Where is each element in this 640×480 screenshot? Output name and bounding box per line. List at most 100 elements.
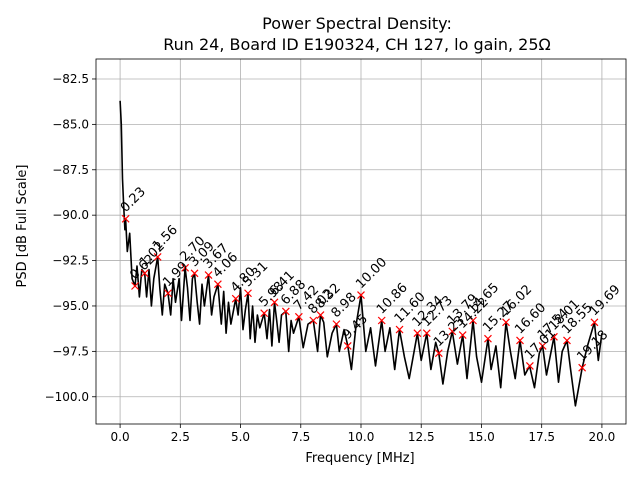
peak-marker-stroke: [343, 341, 352, 350]
peak-marker-stroke: [153, 253, 162, 261]
peak-marker: [458, 331, 467, 339]
peak-marker: [244, 289, 252, 298]
peak-marker: [413, 329, 422, 338]
peak-marker-stroke: [502, 318, 510, 327]
y-tick-label: −90.0: [52, 208, 89, 222]
peak-marker-stroke: [270, 298, 279, 307]
peak-marker-stroke: [357, 291, 365, 299]
y-tick-label: −82.5: [52, 72, 89, 86]
peak-marker: [190, 269, 199, 278]
peak-marker: [204, 271, 213, 280]
peak-marker-stroke: [244, 289, 252, 298]
peak-marker: [343, 341, 352, 350]
axes: 0.0 2.5 5.0 7.5 10.0 12.5 15.0 17.5 20.0 −100.0 −9…: [45, 58, 627, 444]
x-tick-label: 10.0: [348, 430, 375, 444]
x-tick-label: 20.0: [589, 430, 616, 444]
peak-marker: [153, 253, 162, 261]
peak-marker: [484, 334, 492, 343]
peak-markers: [121, 214, 599, 372]
peak-marker-stroke: [204, 271, 213, 280]
x-tick-label: 15.0: [468, 430, 495, 444]
x-tick-label: 0.0: [111, 430, 130, 444]
peak-marker: [164, 289, 172, 298]
peak-marker-stroke: [525, 361, 534, 370]
y-tick-label: −100.0: [45, 390, 89, 404]
y-tick-label: −85.0: [52, 117, 89, 131]
peak-marker: [550, 332, 558, 341]
peak-marker: [525, 361, 534, 370]
peak-marker-stroke: [484, 334, 492, 343]
peak-marker-stroke: [213, 280, 222, 289]
y-tick-label: −87.5: [52, 163, 89, 177]
peak-marker: [502, 318, 510, 327]
peak-marker: [516, 336, 524, 345]
peak-marker: [316, 311, 325, 319]
peak-marker: [538, 341, 547, 350]
peak-marker: [181, 263, 190, 272]
peak-marker: [131, 282, 139, 290]
peak-marker-stroke: [140, 269, 149, 278]
peak-marker: [578, 363, 587, 372]
peak-marker-stroke: [590, 318, 599, 327]
peak-marker: [270, 298, 279, 307]
x-tick-label: 5.0: [231, 430, 250, 444]
peak-marker: [469, 316, 477, 325]
y-tick-label: −92.5: [52, 254, 89, 268]
peak-marker-stroke: [181, 263, 190, 272]
peak-marker-stroke: [563, 336, 571, 345]
peak-marker-stroke: [332, 320, 341, 329]
grid: [96, 59, 626, 424]
peak-marker: [260, 309, 269, 318]
y-tick-label: −97.5: [52, 344, 89, 358]
peak-marker-stroke: [422, 329, 431, 338]
peak-label: 5.31: [240, 259, 271, 290]
peak-marker: [377, 316, 386, 325]
x-axis-label: Frequency [MHz]: [305, 451, 414, 466]
x-tick-label: 7.5: [291, 430, 310, 444]
peak-marker: [213, 280, 222, 289]
peak-label: 19.69: [587, 282, 624, 319]
peak-marker: [121, 214, 130, 223]
peak-marker-stroke: [260, 309, 269, 318]
peak-marker: [294, 312, 303, 321]
y-tick-label: −95.0: [52, 299, 89, 313]
psd-series-line: [119, 100, 603, 407]
peak-marker-stroke: [458, 331, 467, 339]
peak-marker-stroke: [578, 363, 587, 372]
peak-marker-stroke: [164, 289, 172, 298]
peak-marker-stroke: [281, 307, 290, 316]
series-layer: [119, 100, 603, 407]
peak-marker-stroke: [377, 316, 386, 325]
chart-subtitle: Run 24, Board ID E190324, CH 127, lo gai…: [163, 35, 551, 54]
peak-marker: [590, 318, 599, 327]
peak-marker: [395, 325, 404, 334]
peak-marker-stroke: [309, 316, 318, 325]
x-tick-label: 12.5: [408, 430, 435, 444]
peak-marker-stroke: [550, 332, 558, 341]
peak-marker: [281, 307, 290, 316]
peak-marker-stroke: [434, 349, 443, 358]
peak-marker: [448, 327, 457, 336]
chart-title: Power Spectral Density:: [262, 14, 452, 33]
peak-marker-stroke: [131, 282, 139, 290]
x-tick-label: 2.5: [171, 430, 190, 444]
peak-marker-stroke: [469, 316, 477, 325]
x-tick-label: 17.5: [528, 430, 555, 444]
peak-marker: [140, 269, 149, 278]
peak-marker-stroke: [516, 336, 524, 345]
y-axis-label: PSD [dB Full Scale]: [15, 164, 30, 287]
peak-marker-stroke: [395, 325, 404, 334]
peak-marker: [563, 336, 571, 345]
peak-marker-stroke: [448, 327, 457, 336]
peak-marker-stroke: [316, 311, 325, 319]
peak-marker-stroke: [190, 269, 199, 278]
peak-marker-stroke: [538, 341, 547, 350]
peak-marker-stroke: [231, 294, 240, 303]
peak-marker: [231, 294, 240, 303]
peak-marker-stroke: [121, 214, 130, 223]
peak-marker: [434, 349, 443, 358]
peak-marker: [422, 329, 431, 338]
peak-marker: [357, 291, 365, 299]
peak-marker-stroke: [294, 312, 303, 321]
